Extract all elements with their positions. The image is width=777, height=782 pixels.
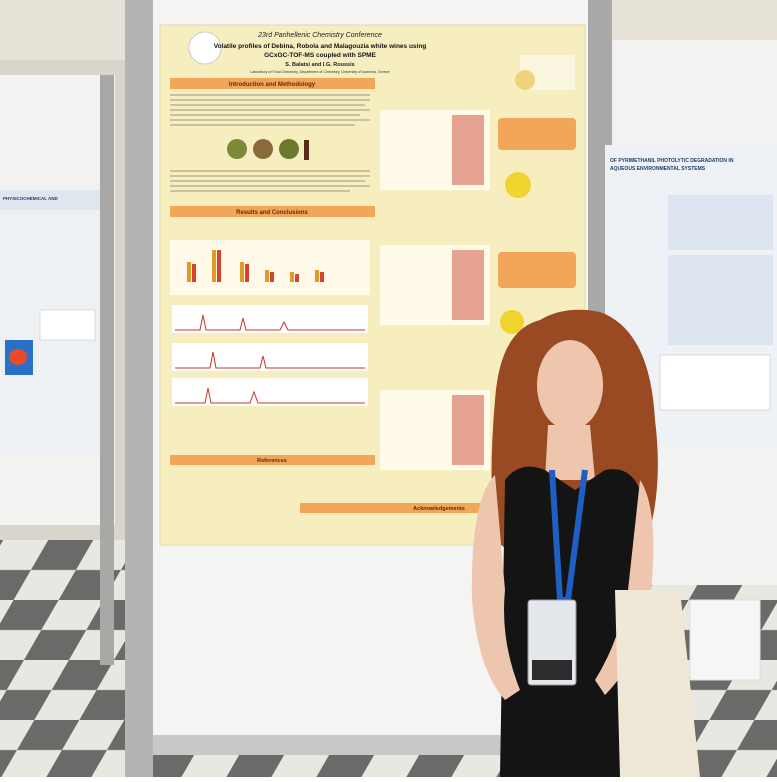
bag-on-floor (689, 599, 761, 681)
arm (471, 475, 520, 700)
right-poster-title: OF PYRIMETHANIL PHOTOLYTIC DEGRADATION I… (610, 158, 734, 164)
shape (452, 250, 484, 320)
shape (505, 172, 531, 198)
neck (545, 425, 595, 480)
shape (170, 175, 370, 177)
pole (100, 75, 114, 665)
shape (175, 314, 365, 331)
shape (175, 351, 365, 369)
face (537, 340, 603, 430)
shape (170, 119, 370, 121)
authors: S. Balatsi and I.G. Roussis (285, 62, 354, 68)
affiliation: Laboratory of Food Chemistry, Department… (250, 70, 389, 74)
shape (170, 185, 370, 187)
right-poster-block (668, 255, 773, 345)
shape (452, 115, 484, 185)
section-header (300, 503, 578, 513)
shape (170, 170, 370, 172)
shape (452, 115, 484, 465)
shape (170, 99, 370, 101)
shape (279, 139, 299, 159)
shape (170, 104, 365, 106)
shape (170, 124, 355, 126)
shape (245, 264, 249, 282)
right-poster-chart (659, 354, 771, 411)
shape (175, 387, 365, 404)
grape-icons (227, 139, 309, 160)
shape (217, 250, 221, 282)
tote-bag (615, 590, 700, 777)
shape (172, 305, 368, 333)
shape (170, 114, 360, 116)
left-poster-title: PHYSICOCHEMICAL AND (3, 196, 59, 201)
pole (125, 0, 153, 777)
right-poster-title: AQUEOUS ENVIRONMENTAL SYSTEMS (610, 166, 706, 172)
shape (170, 190, 350, 192)
shape (192, 250, 324, 282)
shape (170, 94, 370, 96)
shape (498, 252, 576, 288)
shape (172, 378, 368, 406)
shape (187, 262, 191, 282)
wine-glass (515, 70, 535, 90)
badge-nameplate (532, 660, 572, 680)
shape (295, 274, 299, 282)
shape (172, 343, 368, 371)
board-base (153, 735, 593, 755)
shape (170, 240, 370, 295)
section-header (170, 455, 375, 465)
section-title: Results and Conclusions (236, 210, 308, 216)
section-title: Acknowledgements (413, 506, 465, 512)
shape (304, 140, 309, 160)
conference-name: 23rd Panhellenic Chemistry Conference (257, 32, 382, 39)
shape (315, 270, 319, 282)
poster-title: Volatile profiles of Debina, Robola and … (214, 43, 427, 50)
shape (212, 250, 216, 282)
left-poster-chart (39, 309, 96, 341)
shape (253, 139, 273, 159)
section-header (170, 206, 375, 217)
section-title: Introduction and Methodology (229, 82, 316, 88)
shape (320, 272, 324, 282)
section-title: References (257, 458, 287, 464)
shape (227, 139, 247, 159)
logo (188, 31, 222, 65)
shape (192, 264, 196, 282)
left-poster-header (0, 190, 100, 210)
shape (498, 118, 576, 150)
shape (270, 272, 274, 282)
shape (240, 262, 244, 282)
shape (290, 272, 294, 282)
heatmap-spot (9, 349, 27, 365)
chromatograms (172, 305, 368, 406)
bar-figure (170, 240, 370, 295)
shape (187, 250, 319, 282)
shape (170, 109, 370, 111)
right-poster-block (668, 195, 773, 250)
shape (170, 180, 365, 182)
poster-title: GCxGC-TOF-MS coupled with SPME (264, 52, 376, 59)
shape (500, 310, 524, 334)
section-header (170, 78, 375, 89)
shape (265, 270, 269, 282)
shape (452, 395, 484, 465)
text-block (170, 94, 370, 192)
person (471, 309, 700, 777)
